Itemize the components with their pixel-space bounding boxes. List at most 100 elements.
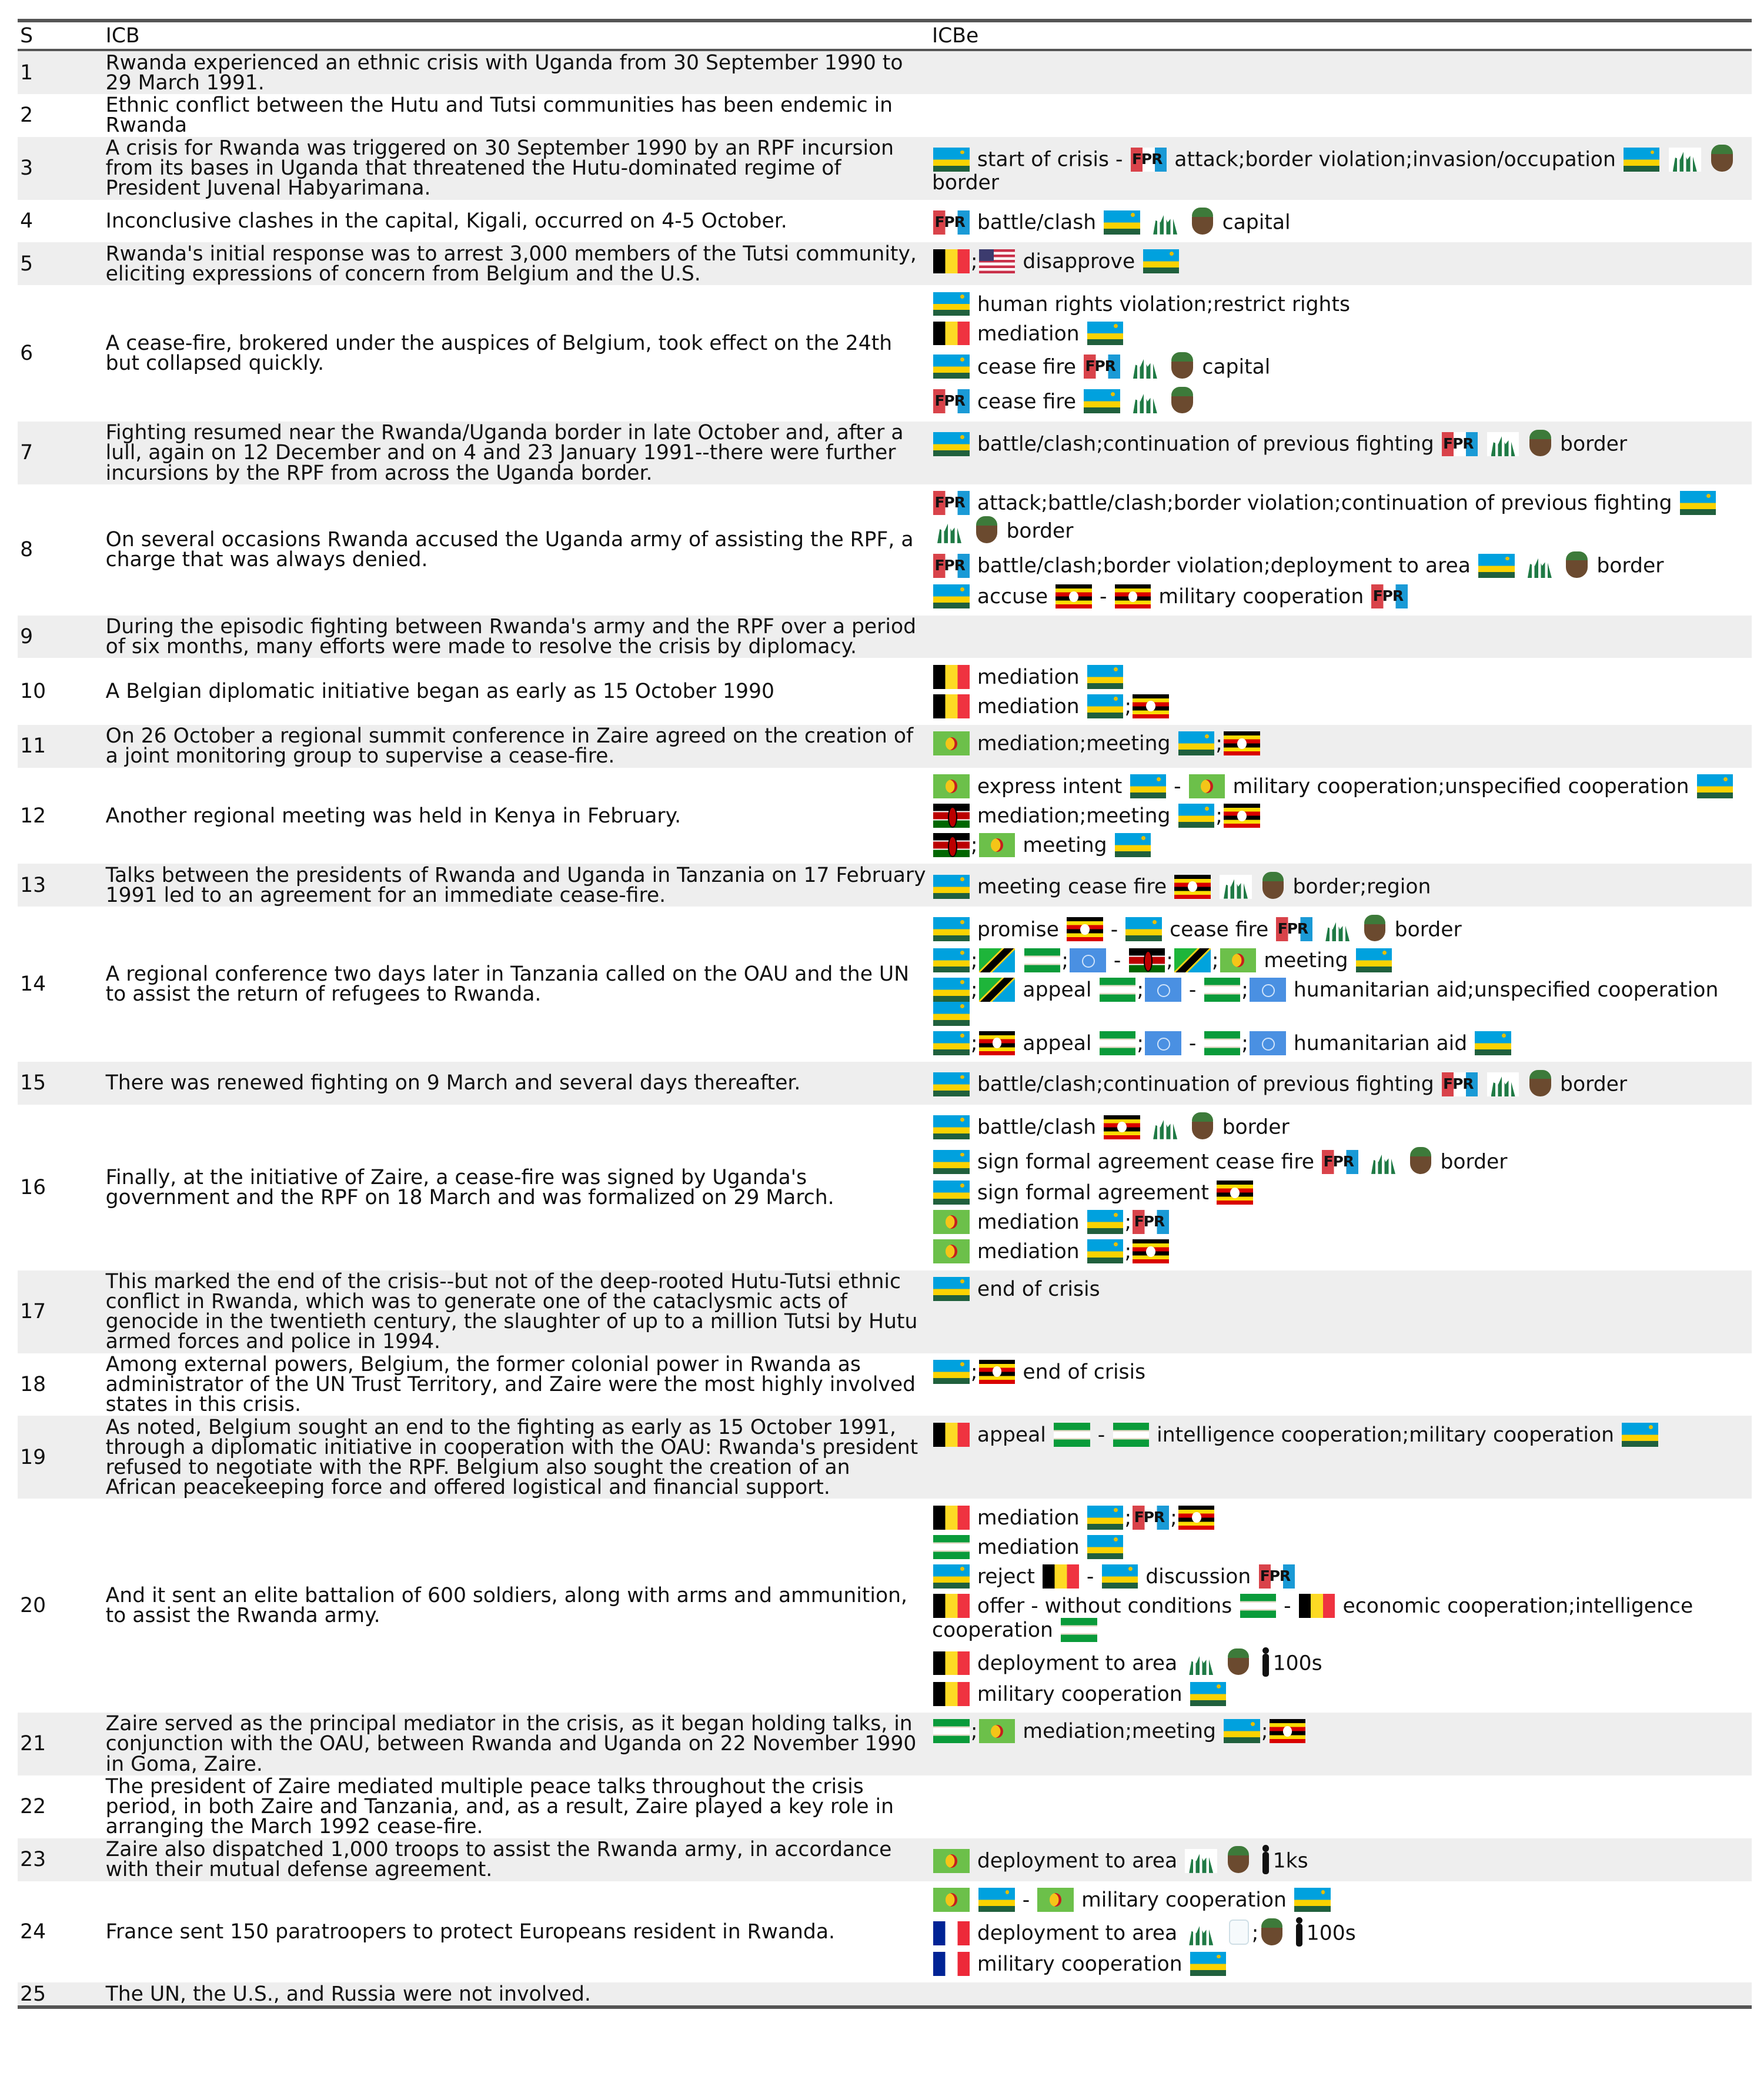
- event-text: cease fire: [970, 390, 1083, 414]
- un-flag-icon: [1145, 977, 1181, 1002]
- belgium-flag-icon: [1043, 1564, 1079, 1589]
- sentence-number: 15: [17, 1061, 103, 1105]
- uganda-flag-icon: [978, 1359, 1016, 1384]
- rwanda-flag-icon: [1478, 554, 1515, 578]
- icb-sentence: And it sent an elite battalion of 600 so…: [105, 1584, 907, 1628]
- event-text: [1253, 875, 1260, 899]
- icb-sentence: Another regional meeting was held in Ken…: [105, 804, 682, 828]
- table-row: 15 There was renewed fighting on 9 March …: [17, 1061, 1752, 1105]
- event-text: deployment to area: [970, 1921, 1184, 1945]
- icbe-event-line: ; appeal ; - ; humanitarian aid;unspecif…: [932, 977, 1749, 1026]
- rpf-logo-icon: [1258, 1564, 1295, 1589]
- icb-sentence: There was renewed fighting on 9 March an…: [103, 1061, 930, 1105]
- sentence-number: 12: [20, 804, 46, 828]
- icbe-event-line: mediation;meeting ;: [932, 731, 1749, 756]
- icbe-event-line: express intent - military cooperation;un…: [932, 774, 1749, 799]
- soldiers-icon: [1185, 1651, 1217, 1676]
- icbe-event-line: mediation ;;: [932, 1505, 1749, 1530]
- event-text: appeal: [970, 1423, 1053, 1447]
- event-text: ;: [1124, 1240, 1132, 1264]
- belgium-flag-icon: [933, 664, 970, 689]
- event-text: ;: [1215, 732, 1222, 756]
- rwanda-flag-icon: [933, 1001, 970, 1026]
- tanzania-flag-icon: [978, 948, 1016, 972]
- event-text: -: [1016, 1888, 1037, 1912]
- event-text: border: [1590, 554, 1664, 578]
- rwanda-flag-icon: [1355, 948, 1392, 972]
- icbe-event-line: ; disapprove: [932, 249, 1749, 273]
- icbe-event-line: mediation ;: [932, 694, 1749, 718]
- event-text: [1285, 1922, 1292, 1945]
- icb-sentence: Zaire served as the principal mediator i…: [103, 1713, 930, 1775]
- soldiers-icon: [1149, 210, 1181, 235]
- rwanda-flag-icon: [978, 1887, 1015, 1912]
- event-text: capital: [1195, 355, 1271, 379]
- table-header-row: S ICB ICBe: [17, 20, 1752, 52]
- event-text: mediation;meeting: [970, 732, 1177, 756]
- land-terrain-icon: [974, 515, 998, 544]
- rwanda-flag-icon: [933, 1072, 970, 1097]
- event-text: ;: [970, 249, 978, 273]
- icbe-events: start of crisis - attack;border violatio…: [929, 136, 1752, 200]
- rpf-logo-icon: [1371, 584, 1408, 609]
- uganda-flag-icon: [1067, 917, 1103, 942]
- event-text: deployment to area: [970, 1651, 1184, 1676]
- zaire-flag-icon: [933, 1239, 970, 1264]
- event-text: ;: [1124, 694, 1132, 718]
- oau-flag-icon: [1099, 1031, 1136, 1055]
- table-row: 23 Zaire also dispatched 1,000 troops to …: [17, 1838, 1752, 1881]
- belgium-flag-icon: [933, 694, 970, 718]
- event-text: ;: [1166, 948, 1173, 972]
- rpf-logo-icon: [1441, 432, 1478, 457]
- zaire-flag-icon: [1220, 948, 1257, 972]
- belgium-flag-icon: [933, 1593, 970, 1618]
- rpf-logo-icon: [933, 389, 970, 414]
- event-text: [1016, 949, 1023, 972]
- sentence-number: 25: [17, 1982, 103, 2007]
- icbe-event-line: cease fire capital: [932, 351, 1749, 380]
- table-row: 8 On several occasions Rwanda accused the…: [18, 484, 1752, 616]
- event-text: 100s: [1306, 1921, 1356, 1945]
- icbe-event-line: sign formal agreement: [932, 1181, 1749, 1205]
- person-icon: [1260, 1845, 1271, 1875]
- table-row: 2 Ethnic conflict between the Hutu and Tu…: [18, 94, 1752, 137]
- usa-flag-icon: [978, 249, 1016, 273]
- icbe-event-line: start of crisis - attack;border violatio…: [932, 143, 1749, 193]
- icbe-events: meeting cease fire border;region: [929, 864, 1752, 907]
- events-table: S ICB ICBe 1 Rwanda experienced an ethnic…: [17, 18, 1752, 2009]
- event-text: ;: [1241, 1031, 1248, 1055]
- soldiers-icon: [1669, 147, 1701, 172]
- icbe-events: attack;battle/clash;border violation;con…: [929, 484, 1752, 616]
- icbe-event-line: meeting cease fire border;region: [932, 871, 1749, 900]
- icbe-event-line: deployment to area 1ks: [932, 1845, 1749, 1875]
- table-row: 17 This marked the end of the crisis--but…: [17, 1270, 1752, 1353]
- zaire-flag-icon: [933, 774, 970, 799]
- sentence-number: 7: [17, 422, 103, 484]
- event-text: ;: [1261, 1720, 1268, 1744]
- sentence-number: 3: [17, 136, 103, 200]
- icbe-event-line: cease fire: [932, 386, 1749, 415]
- icbe-events: [929, 94, 1752, 137]
- rwanda-flag-icon: [1190, 1952, 1227, 1976]
- icbe-event-line: battle/clash;border violation;deployment…: [932, 550, 1749, 579]
- icb-sentence: A crisis for Rwanda was triggered on 30 …: [103, 136, 930, 200]
- zaire-flag-icon: [1037, 1887, 1074, 1912]
- un-flag-icon: [1250, 977, 1286, 1002]
- rwanda-flag-icon: [1178, 804, 1215, 828]
- icbe-events: mediation mediation ;: [929, 658, 1752, 725]
- rwanda-flag-icon: [1087, 664, 1124, 689]
- event-text: ;: [1241, 978, 1248, 1002]
- icb-sentence: On several occasions Rwanda accused the …: [105, 528, 914, 572]
- event-text: [1702, 148, 1709, 172]
- soldiers-icon: [1185, 1921, 1217, 1945]
- oau-flag-icon: [1061, 1617, 1097, 1642]
- event-text: [971, 1888, 977, 1912]
- table-row: 7 Fighting resumed near the Rwanda/Uganda…: [17, 422, 1752, 484]
- rwanda-flag-icon: [1101, 1564, 1138, 1589]
- belgium-flag-icon: [933, 1422, 970, 1447]
- soldiers-icon: [1220, 874, 1252, 899]
- rwanda-flag-icon: [933, 584, 970, 609]
- icb-sentence: Among external powers, Belgium, the form…: [105, 1352, 916, 1417]
- zaire-flag-icon: [978, 833, 1016, 858]
- rwanda-flag-icon: [1696, 774, 1733, 799]
